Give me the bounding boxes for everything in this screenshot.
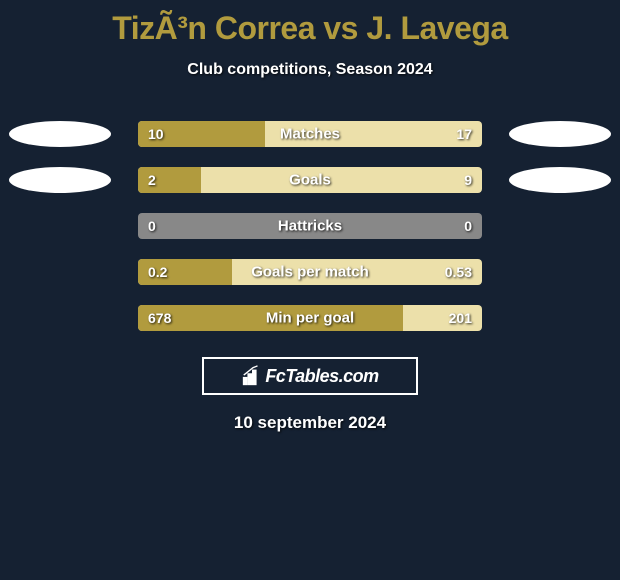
stat-value-left: 678: [148, 310, 171, 326]
stat-bar: 678 201 Min per goal: [138, 305, 482, 331]
stat-row: 678 201 Min per goal: [0, 305, 620, 331]
page-title: TizÃ³n Correa vs J. Lavega: [0, 0, 620, 47]
stat-value-right: 17: [456, 126, 472, 142]
stats-container: 10 17 Matches 2 9 Goals 0 0 Hattricks 0.2 0.53 Goal…: [0, 121, 620, 331]
stat-bar: 2 9 Goals: [138, 167, 482, 193]
stat-value-right: 201: [449, 310, 472, 326]
stat-label: Min per goal: [266, 310, 354, 327]
stat-row: 10 17 Matches: [0, 121, 620, 147]
player-ellipse-right: [509, 121, 611, 147]
chart-icon: [241, 365, 263, 387]
stat-row: 0 0 Hattricks: [0, 213, 620, 239]
date-label: 10 september 2024: [0, 413, 620, 433]
subtitle: Club competitions, Season 2024: [0, 61, 620, 79]
stat-value-right: 0: [464, 218, 472, 234]
stat-value-left: 10: [148, 126, 164, 142]
stat-row: 2 9 Goals: [0, 167, 620, 193]
player-ellipse-left: [9, 167, 111, 193]
stat-label: Hattricks: [278, 218, 342, 235]
stat-label: Matches: [280, 126, 340, 143]
player-ellipse-right: [509, 167, 611, 193]
stat-value-left: 2: [148, 172, 156, 188]
stat-value-right: 0.53: [445, 264, 472, 280]
brand-badge: FcTables.com: [202, 357, 418, 395]
stat-value-left: 0.2: [148, 264, 167, 280]
stat-row: 0.2 0.53 Goals per match: [0, 259, 620, 285]
stat-bar: 0.2 0.53 Goals per match: [138, 259, 482, 285]
stat-label: Goals: [289, 172, 331, 189]
stat-label: Goals per match: [251, 264, 369, 281]
player-ellipse-left: [9, 121, 111, 147]
stat-bar: 0 0 Hattricks: [138, 213, 482, 239]
brand-label: FcTables.com: [265, 366, 378, 387]
stat-value-left: 0: [148, 218, 156, 234]
stat-bar: 10 17 Matches: [138, 121, 482, 147]
stat-value-right: 9: [464, 172, 472, 188]
